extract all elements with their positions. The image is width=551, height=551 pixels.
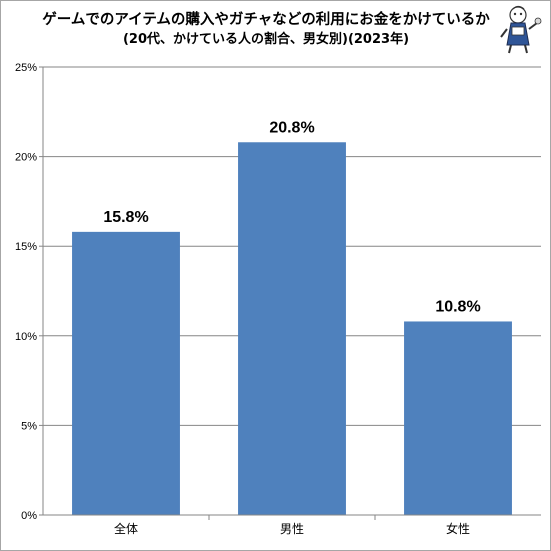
- bar-3: [404, 321, 512, 515]
- y-tick-label: 15%: [15, 241, 37, 253]
- data-label: 20.8%: [269, 119, 314, 136]
- y-tick-label: 25%: [15, 62, 37, 74]
- data-label: 10.8%: [435, 298, 480, 315]
- chart-title-line: ゲームでのアイテムの購入やガチャなどの利用にお金をかけているか: [42, 12, 490, 28]
- chart-title: ゲームでのアイテムの購入やガチャなどの利用にお金をかけているか (20代、かけて…: [31, 11, 501, 49]
- y-tick-label: 0%: [21, 510, 37, 522]
- chart-subtitle: (20代、かけている人の割合、男女別)(2023年): [122, 32, 410, 47]
- data-label: 15.8%: [103, 209, 148, 226]
- y-tick-label: 5%: [21, 420, 37, 432]
- x-tick-label: 全体: [114, 521, 138, 536]
- bar-2: [238, 142, 346, 516]
- mascot-character-icon: [500, 5, 542, 54]
- x-tick-label: 男性: [280, 522, 304, 536]
- y-tick-label: 20%: [15, 152, 37, 164]
- y-tick-label: 10%: [15, 331, 37, 343]
- x-tick-label: 女性: [446, 521, 470, 536]
- bar-1: [72, 231, 180, 515]
